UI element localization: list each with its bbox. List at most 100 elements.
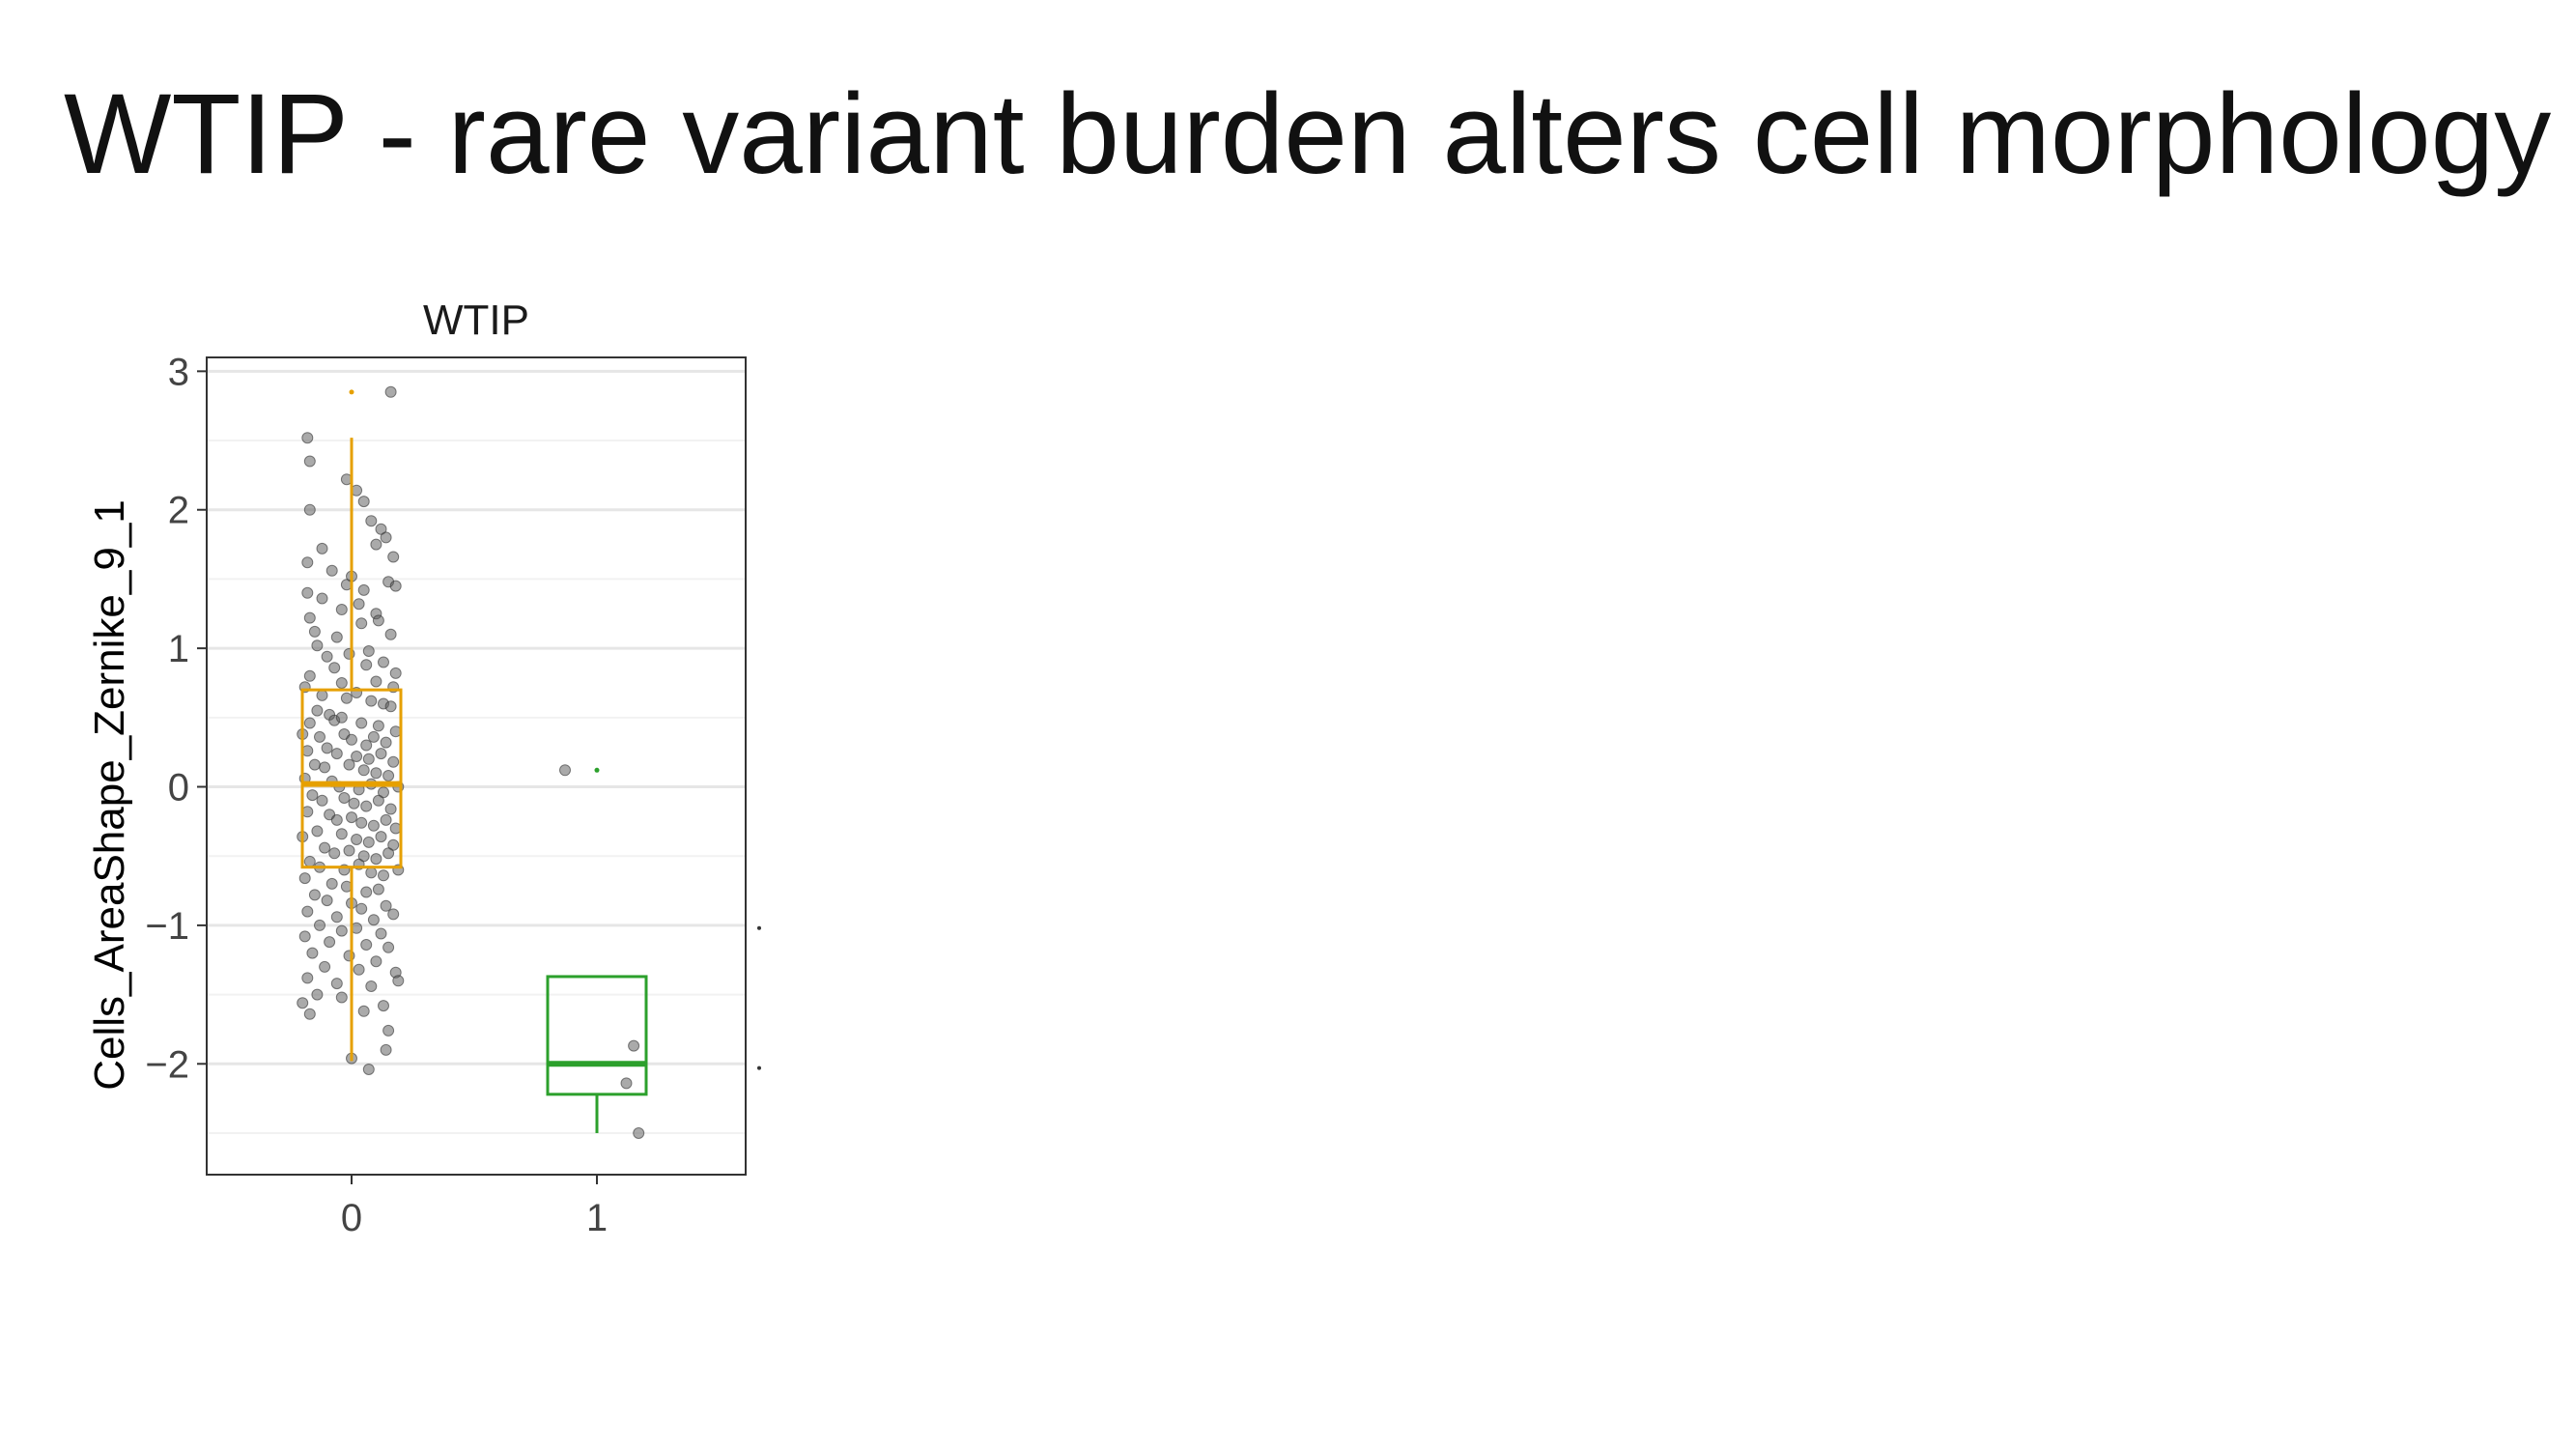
data-point <box>387 908 400 921</box>
data-point <box>311 988 324 1001</box>
data-point <box>382 941 395 953</box>
data-point <box>382 847 395 860</box>
data-point <box>380 531 392 544</box>
data-point <box>378 869 389 882</box>
data-point <box>365 515 378 527</box>
data-point <box>328 662 341 674</box>
data-point <box>330 631 343 643</box>
data-point <box>389 580 402 592</box>
data-point <box>355 717 368 729</box>
data-point <box>301 905 314 918</box>
data-point <box>367 819 380 832</box>
y-tick-label: 3 <box>168 351 189 393</box>
data-point <box>384 803 397 815</box>
data-point <box>372 794 384 807</box>
data-point <box>316 592 328 605</box>
data-point <box>355 617 368 630</box>
data-point <box>384 628 397 640</box>
data-point <box>308 889 321 901</box>
data-point <box>303 455 316 468</box>
data-point <box>311 825 324 838</box>
stray-dot <box>757 925 761 930</box>
data-point <box>357 764 370 777</box>
data-point <box>335 924 348 937</box>
data-point <box>382 770 395 781</box>
data-point <box>351 834 363 845</box>
data-point <box>367 914 380 926</box>
data-point <box>365 980 378 992</box>
slide-title: WTIP - rare variant burden alters cell m… <box>64 71 2552 198</box>
data-point <box>362 645 375 657</box>
data-point <box>378 1000 389 1012</box>
data-point <box>306 947 319 959</box>
data-point <box>372 614 384 627</box>
data-point <box>338 792 351 804</box>
data-point <box>321 742 333 754</box>
box-iqr <box>546 975 648 1096</box>
data-point <box>360 939 373 951</box>
data-point <box>628 1039 640 1052</box>
data-point <box>387 551 400 563</box>
y-axis-title: Cells_AreaShape_Zernike_9_1 <box>86 499 133 1091</box>
data-point <box>335 604 348 615</box>
data-point <box>370 675 382 688</box>
data-point <box>370 767 382 780</box>
data-point <box>321 895 333 907</box>
data-point <box>380 736 392 749</box>
data-point <box>360 739 373 752</box>
data-point <box>378 656 389 668</box>
data-point <box>303 669 316 682</box>
data-point <box>380 1043 392 1056</box>
data-point <box>346 733 357 746</box>
data-point <box>316 794 328 807</box>
data-point <box>326 564 338 577</box>
data-point <box>301 972 314 984</box>
data-point <box>314 730 326 743</box>
data-point <box>343 758 355 771</box>
data-point <box>380 899 392 912</box>
data-point <box>389 667 402 679</box>
data-point <box>380 813 392 826</box>
data-point <box>370 538 382 551</box>
data-point <box>301 432 314 444</box>
data-point <box>348 797 360 810</box>
y-tick-label: 0 <box>168 767 189 810</box>
data-point <box>375 927 387 940</box>
x-tick-label: 0 <box>341 1197 362 1239</box>
data-point <box>335 828 348 840</box>
data-point <box>357 1005 370 1017</box>
data-point <box>319 841 331 854</box>
data-point <box>328 847 341 860</box>
data-point <box>330 813 343 826</box>
data-point <box>375 748 387 760</box>
data-point <box>384 385 397 398</box>
data-point <box>357 583 370 596</box>
box-0 <box>300 389 403 1062</box>
box-1 <box>546 767 648 1133</box>
data-point <box>319 761 331 774</box>
data-point <box>324 936 336 949</box>
data-point <box>311 704 324 717</box>
data-point <box>620 1077 633 1090</box>
x-tick-label: 1 <box>586 1197 608 1239</box>
data-point <box>330 978 343 990</box>
data-point <box>370 955 382 968</box>
data-point <box>353 963 365 976</box>
data-point <box>375 831 387 843</box>
box-outlier <box>349 389 354 395</box>
box-iqr <box>300 688 403 869</box>
data-point <box>559 764 571 777</box>
data-point <box>301 556 314 569</box>
data-point <box>330 748 343 760</box>
data-point <box>633 1127 645 1139</box>
data-point <box>384 700 397 713</box>
data-point <box>372 720 384 732</box>
data-point <box>308 758 321 771</box>
data-point <box>303 717 316 729</box>
data-point <box>311 639 324 652</box>
data-point <box>335 991 348 1004</box>
y-tick-label: 1 <box>168 628 189 670</box>
panel-border <box>206 356 747 1176</box>
data-point <box>360 659 373 671</box>
